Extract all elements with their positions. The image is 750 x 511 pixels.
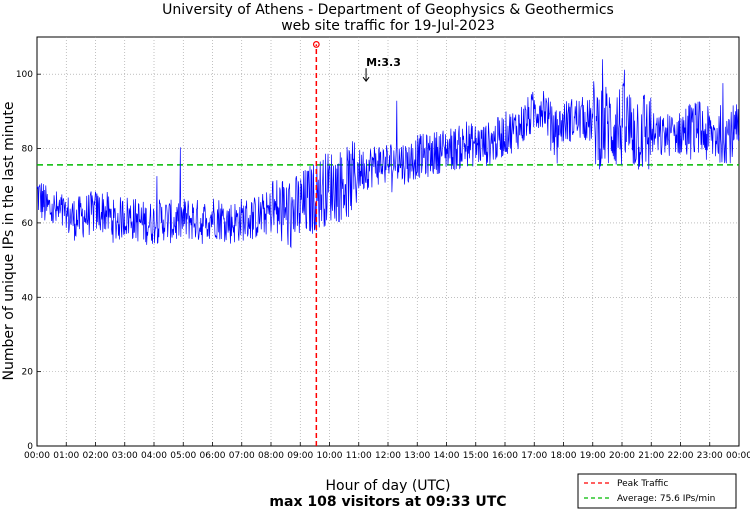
- x-tick-label: 00:00: [24, 451, 50, 461]
- x-tick-label: 09:00: [287, 451, 313, 461]
- x-tick-label: 20:00: [609, 451, 635, 461]
- x-tick-label: 12:00: [375, 451, 401, 461]
- y-tick-label: 20: [22, 368, 34, 378]
- annotation-arrow-head: [362, 76, 370, 83]
- x-tick-label: 17:00: [521, 451, 547, 461]
- x-tick-label: 08:00: [258, 451, 284, 461]
- x-axis-label: Hour of day (UTC): [326, 478, 451, 494]
- x-tick-label: 04:00: [141, 451, 167, 461]
- y-tick-label: 100: [16, 70, 33, 80]
- traffic-series-line: [36, 59, 740, 249]
- chart-title-line2: web site traffic for 19-Jul-2023: [281, 18, 495, 34]
- annotation-layer: M:3.3: [362, 56, 401, 83]
- y-tick-label: 40: [22, 293, 34, 303]
- x-tick-label: 13:00: [404, 451, 430, 461]
- legend-box: [577, 473, 737, 509]
- legend: Peak Traffic Average: 75.6 IPs/min: [577, 473, 737, 509]
- x-tick-label: 01:00: [53, 451, 79, 461]
- x-tick-label: 05:00: [170, 451, 196, 461]
- x-tick-label: 06:00: [200, 451, 226, 461]
- x-tick-label: 00:00: [726, 451, 750, 461]
- chart-title-line1: University of Athens - Department of Geo…: [162, 2, 614, 18]
- y-tick-label: 60: [22, 219, 34, 229]
- peak-marker: [312, 41, 320, 48]
- x-tick-label: 16:00: [492, 451, 518, 461]
- series-layer: [36, 59, 740, 249]
- x-tick-label: 21:00: [638, 451, 664, 461]
- x-tick-label: 02:00: [83, 451, 109, 461]
- x-tick-label: 10:00: [317, 451, 343, 461]
- legend-peak-label: Peak Traffic: [617, 479, 668, 489]
- x-tick-label: 03:00: [112, 451, 138, 461]
- y-tick-label: 80: [22, 145, 34, 155]
- y-axis-label: Number of unique IPs in the last minute: [1, 102, 17, 381]
- legend-average-label: Average: 75.6 IPs/min: [617, 494, 715, 504]
- peak-layer: [312, 41, 320, 446]
- x-tick-label: 14:00: [434, 451, 460, 461]
- x-tick-label: 07:00: [229, 451, 255, 461]
- tick-labels: 00:00 01:00 02:00 03:00 04:00 05:00 06:00 07:00…: [16, 70, 750, 461]
- x-tick-label: 19:00: [580, 451, 606, 461]
- y-tick-label: 0: [27, 442, 33, 452]
- x-tick-label: 22:00: [668, 451, 694, 461]
- x-tick-label: 18:00: [551, 451, 577, 461]
- annotation-label: M:3.3: [366, 56, 401, 69]
- x-tick-label: 11:00: [346, 451, 372, 461]
- x-tick-label: 15:00: [463, 451, 489, 461]
- max-visitors-subtitle: max 108 visitors at 09:33 UTC: [269, 494, 506, 510]
- x-tick-label: 23:00: [697, 451, 723, 461]
